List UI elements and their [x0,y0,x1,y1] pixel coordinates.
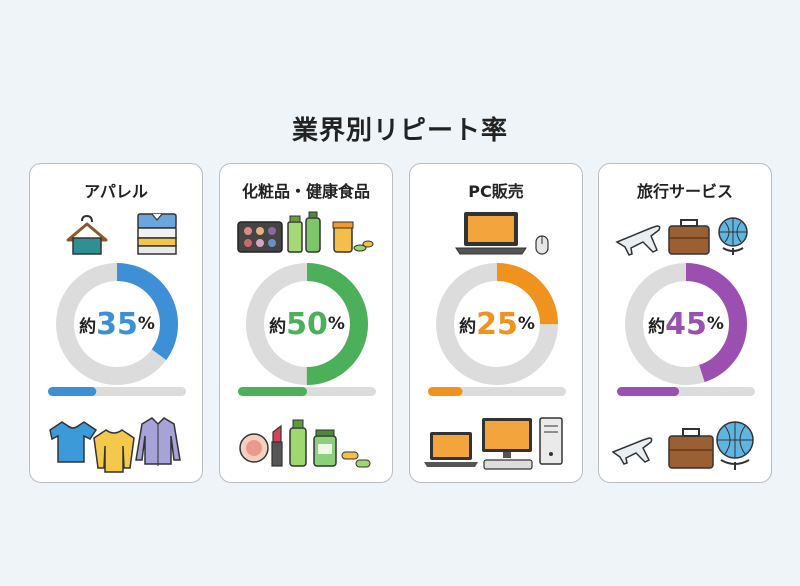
donut-label: 約 50% [269,306,345,342]
hanger-icon [66,214,108,255]
progress-bar [617,387,755,396]
airplane-icon [615,225,661,256]
eyeshadow-palette-icon [237,221,283,253]
card-cosmetics: 化粧品・健康食品 約 50% [219,163,393,483]
donut-label: 約 25% [459,306,535,342]
globe-icon [718,217,748,255]
folded-shirt-icon [137,213,177,255]
card-title: 化粧品・健康食品 [241,182,370,201]
pc-bottom-icons [424,417,563,470]
donut-arc [56,263,178,385]
value-number: 25 [476,306,518,342]
progress-fill [48,387,97,396]
card-apparel: アパレル 約 35% [29,163,203,483]
donut-arc [246,263,368,385]
pc-tower-icon [539,417,563,465]
suitcase-icon [668,428,714,469]
suitcase-icon [668,219,710,255]
pill-icon [341,451,371,468]
mouse-icon [535,235,549,255]
donut-chart: 約 25% [432,259,562,389]
donut-label: 約 35% [79,306,155,342]
value-number: 35 [96,306,138,342]
progress-bar [238,387,376,396]
airplane-icon [611,437,653,465]
desktop-monitor-icon [482,418,532,458]
supplement-jar-icon [332,221,374,253]
value-number: 50 [286,306,328,342]
progress-bar [48,387,186,396]
card-travel: 旅行サービス 約 45% [598,163,772,483]
donut-chart: 約 35% [52,259,182,389]
cosmetic-bottles-icon [287,211,321,253]
donut-chart: 約 45% [621,259,751,389]
compact-mirror-icon [239,433,269,463]
tshirt-icon [49,421,98,463]
cosmetics-top-icons [237,211,374,253]
card-title: 旅行サービス [636,182,733,201]
donut-arc [625,263,747,385]
progress-fill [617,387,680,396]
globe-icon [716,421,754,470]
laptop-icon [424,432,478,467]
keyboard-icon [483,459,533,470]
lipstick-icon [271,424,283,467]
progress-fill [238,387,307,396]
page-title: 業界別リピート率 [291,116,508,146]
progress-bar [428,387,566,396]
travel-bottom-icons [611,421,754,470]
progress-fill [428,387,463,396]
sweater-icon [93,429,135,473]
card-title: PC販売 [468,182,524,201]
apparel-top-icons [66,213,177,255]
pc-top-icons [455,212,549,255]
donut-label: 約 45% [648,306,724,342]
travel-top-icons [615,217,748,256]
laptop-icon [455,212,527,255]
card-pc: PC販売 約 25% [409,163,583,483]
donut-arc [436,263,558,385]
donut-chart: 約 50% [242,259,372,389]
supplement-bottle-icon [313,429,337,467]
apparel-bottom-icons [49,417,181,473]
lotion-bottle-icon [289,419,307,467]
dress-shirt-icon [135,417,181,466]
card-title: アパレル [84,182,148,201]
cosmetics-bottom-icons [239,419,371,468]
value-number: 45 [665,306,707,342]
